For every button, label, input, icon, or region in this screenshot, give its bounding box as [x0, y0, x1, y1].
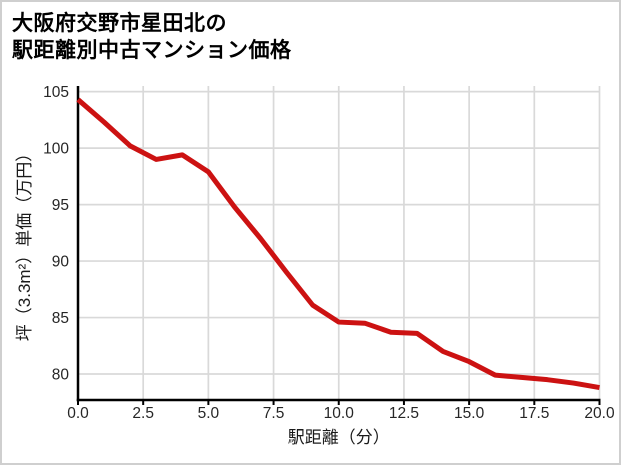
- y-tick-label: 105: [43, 84, 69, 101]
- price-line: [76, 97, 600, 391]
- y-tick-label: 80: [52, 367, 70, 384]
- x-tick-label: 0.0: [67, 405, 89, 422]
- x-tick-label: 15.0: [454, 405, 485, 422]
- x-tick-label: 12.5: [389, 405, 419, 422]
- x-tick-label: 17.5: [519, 405, 549, 422]
- y-tick-label: 90: [52, 254, 70, 271]
- y-tick-label: 100: [43, 141, 69, 158]
- chart-title-line1: 大阪府交野市星田北の: [12, 12, 227, 35]
- x-tick-label: 7.5: [263, 405, 285, 422]
- chart-title: 大阪府交野市星田北の 駅距離別中古マンション価格: [12, 10, 292, 64]
- x-tick-label: 2.5: [132, 405, 154, 422]
- x-tick-label: 10.0: [324, 405, 355, 422]
- y-axis-title: 坪（3.3m²）単価（万円）: [15, 145, 34, 341]
- x-tick-label: 5.0: [198, 405, 220, 422]
- y-tick-label: 95: [52, 197, 69, 214]
- x-axis-title: 駅距離（分）: [288, 428, 390, 447]
- y-tick-label: 85: [52, 310, 69, 327]
- x-tick-label: 20.0: [584, 405, 615, 422]
- chart-title-line2: 駅距離別中古マンション価格: [12, 39, 292, 62]
